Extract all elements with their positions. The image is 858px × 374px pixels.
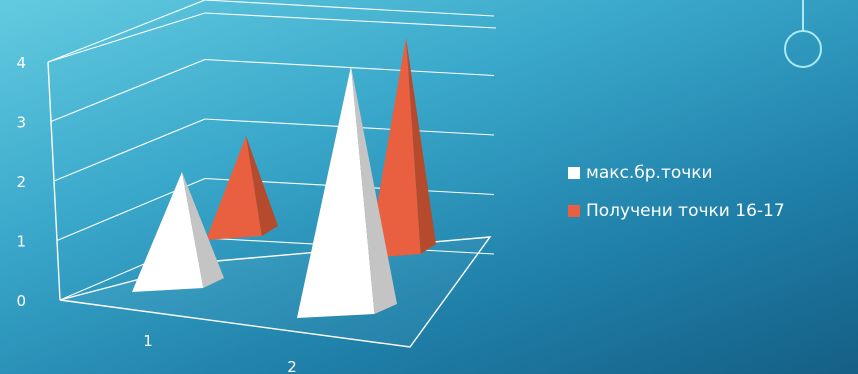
gridline-left-4 bbox=[47, 0, 206, 63]
y-axis-ticks: 0 1 2 3 4 bbox=[16, 54, 26, 310]
x-tick-label: 1 bbox=[143, 332, 153, 350]
chart-bars bbox=[132, 37, 436, 318]
legend-item-max-points: макс.бр.точки bbox=[568, 163, 785, 183]
y-tick-label: 0 bbox=[16, 292, 26, 310]
legend-label-max-points: макс.бр.точки bbox=[586, 163, 713, 183]
gridline-back-4 bbox=[204, 0, 495, 17]
bar-face-shaded bbox=[351, 66, 397, 314]
y-tick-label: 1 bbox=[16, 233, 26, 251]
gridline-left-3 bbox=[50, 58, 206, 123]
bar-face-shaded bbox=[246, 136, 278, 236]
bar-max-points-1 bbox=[132, 172, 224, 292]
legend-label-received-points: Получени точки 16-17 bbox=[586, 201, 785, 221]
legend-item-received-points: Получени точки 16-17 bbox=[568, 201, 785, 221]
gridline-left-top bbox=[47, 12, 206, 63]
x-axis-ticks: 12 bbox=[143, 332, 297, 374]
bar-face-shaded bbox=[182, 172, 224, 288]
y-tick-label: 4 bbox=[16, 54, 26, 72]
bar-face-lit bbox=[368, 37, 421, 258]
x-tick-label: 2 bbox=[287, 358, 297, 374]
bar-received-points-1 bbox=[206, 136, 278, 240]
bar-face-lit bbox=[132, 172, 204, 292]
y-tick-label: 3 bbox=[16, 114, 26, 132]
ring-pendant-icon bbox=[784, 30, 822, 68]
bar-max-points-2 bbox=[297, 66, 397, 318]
y-tick-label: 2 bbox=[16, 173, 26, 191]
decor-line bbox=[802, 0, 804, 31]
bar-face-lit bbox=[206, 136, 262, 240]
legend-swatch-white bbox=[568, 167, 580, 179]
bar-received-points-2 bbox=[368, 37, 436, 258]
bar-face-shaded bbox=[406, 37, 436, 254]
chart-legend: макс.бр.точки Получени точки 16-17 bbox=[568, 163, 785, 239]
gridline-back-3 bbox=[204, 58, 495, 77]
legend-swatch-orange bbox=[568, 205, 580, 217]
bar-face-lit bbox=[297, 66, 375, 318]
chart-floor bbox=[59, 236, 492, 348]
gridline-back-top bbox=[204, 12, 497, 29]
gridline-left-2 bbox=[53, 118, 206, 182]
